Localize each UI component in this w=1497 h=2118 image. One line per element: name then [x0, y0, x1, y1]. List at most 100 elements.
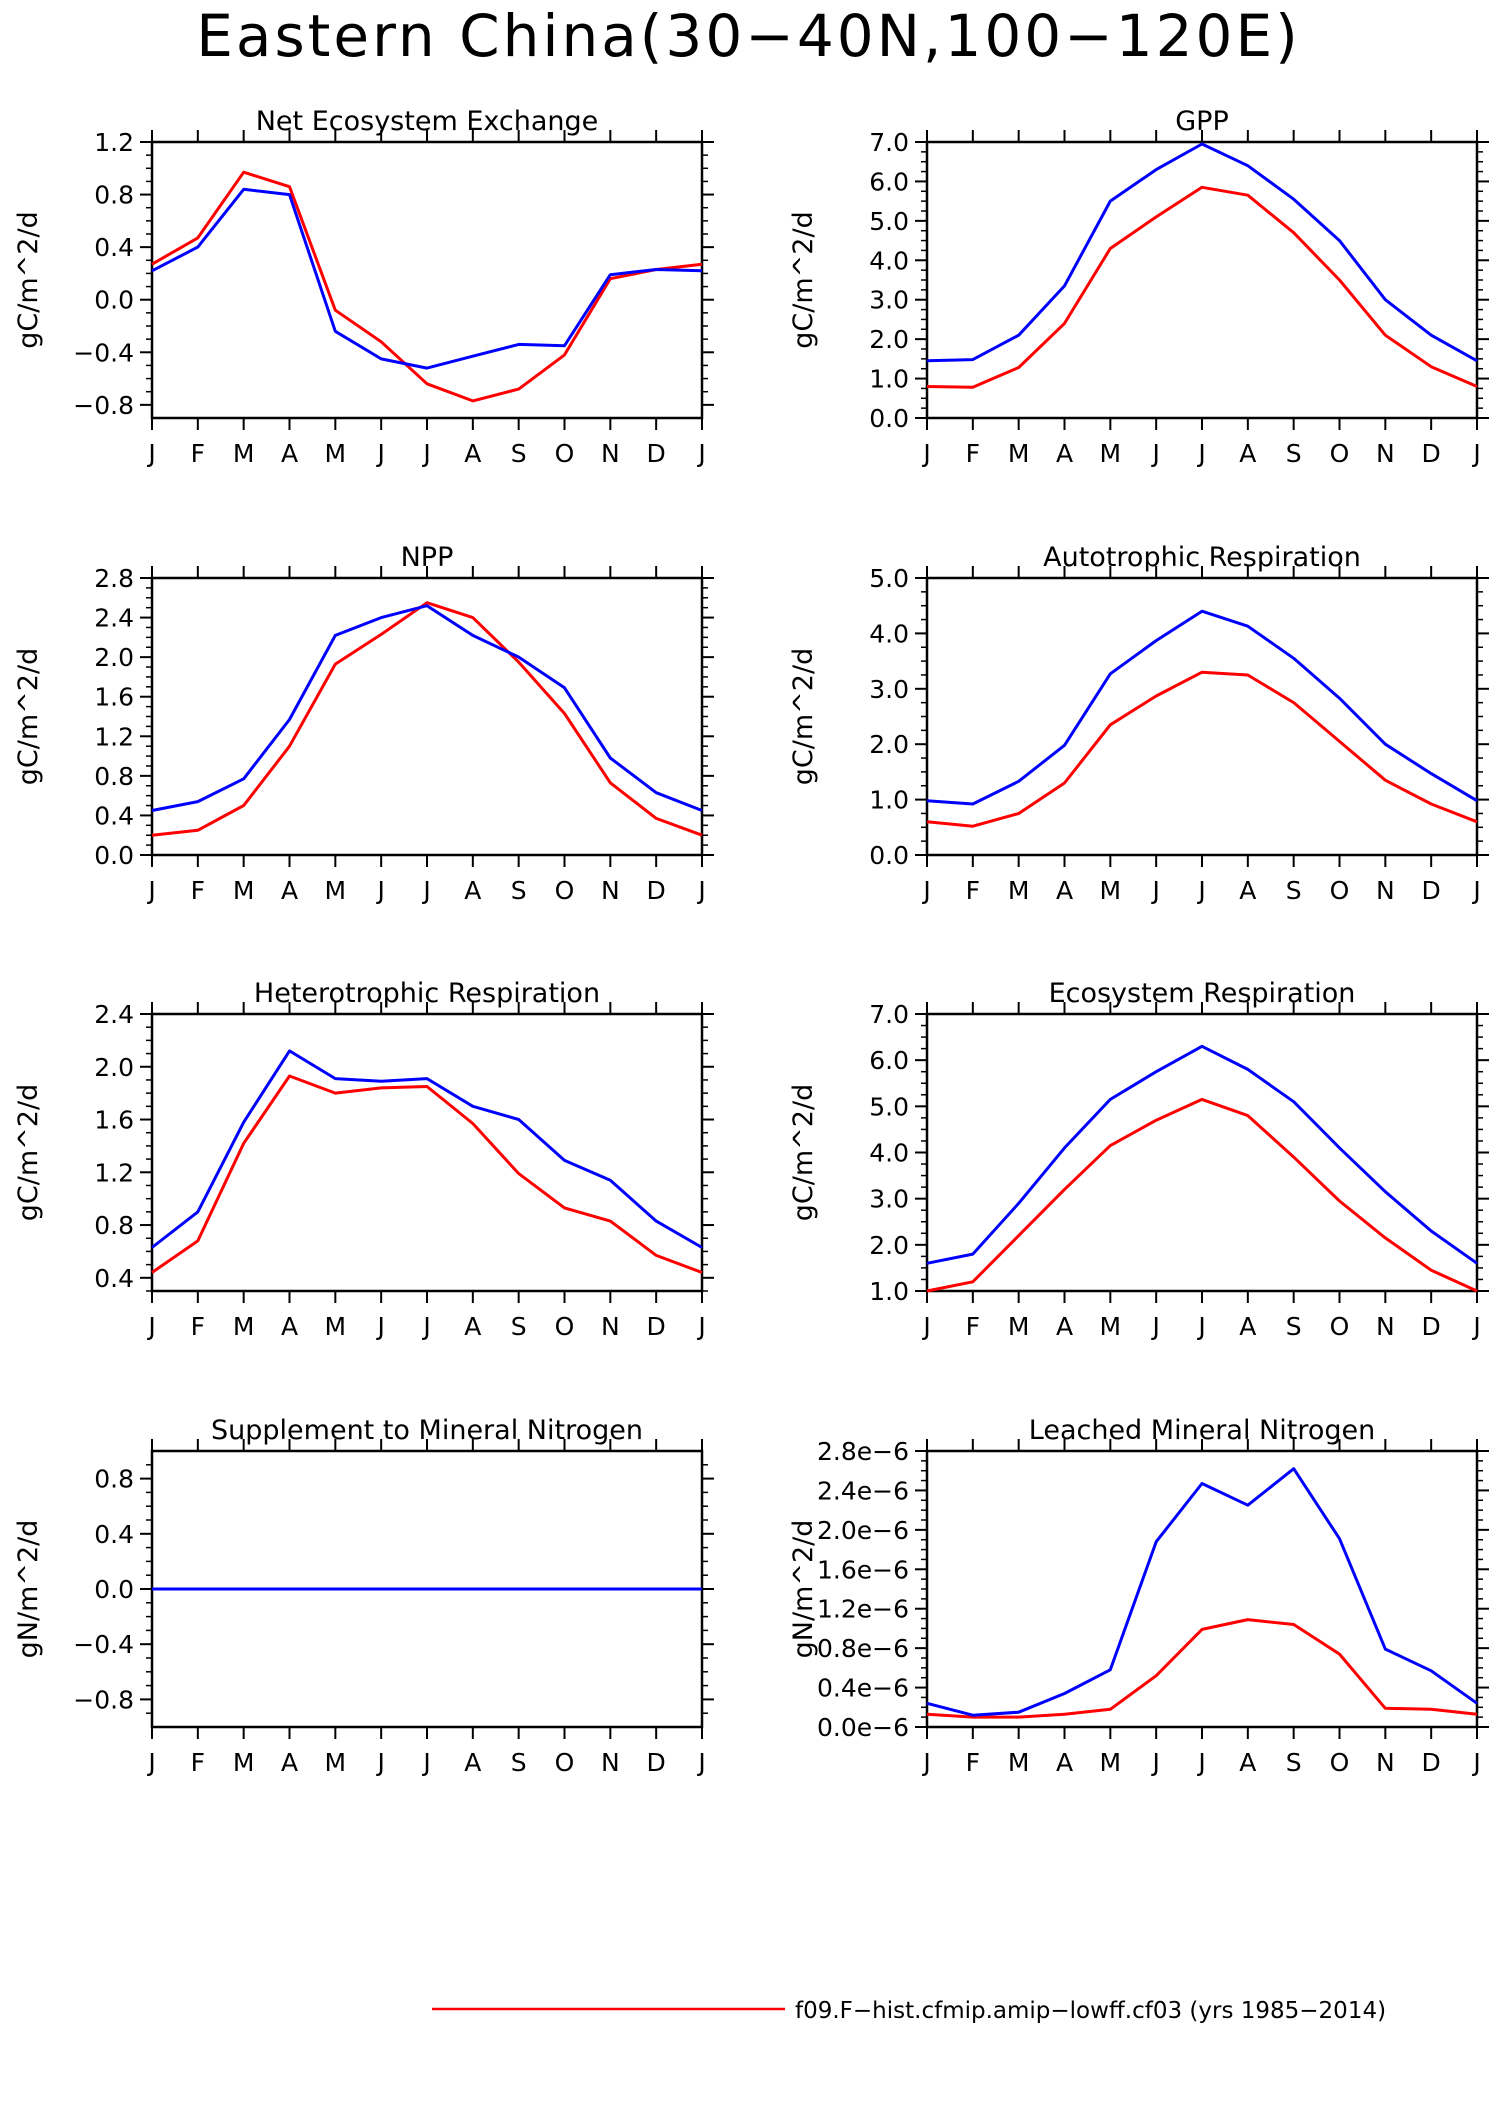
y-tick-label: 1.2e−6	[817, 1595, 909, 1624]
x-tick-label: A	[1056, 1748, 1073, 1777]
y-tick-label: 0.4	[94, 1264, 134, 1293]
y-tick-label: 3.0	[869, 286, 909, 315]
y-tick-label: 1.2	[94, 1158, 134, 1187]
x-tick-label: O	[1330, 1312, 1350, 1341]
plot-frame	[925, 1012, 1479, 1293]
x-tick-label: A	[1056, 1312, 1073, 1341]
panel-7: Supplement to Mineral Nitrogen−0.8−0.40.…	[13, 1415, 714, 1777]
x-tick-label: M	[1100, 439, 1122, 468]
x-tick-label: A	[281, 439, 298, 468]
series-line-1	[926, 185, 1478, 389]
x-tick-label: J	[1150, 439, 1159, 468]
series-line-2	[926, 609, 1478, 806]
x-tick-label: J	[1471, 1312, 1480, 1341]
x-tick-label: A	[1239, 1748, 1256, 1777]
x-tick-label: S	[1286, 876, 1302, 905]
x-tick-label: J	[421, 439, 430, 468]
y-tick-label: 2.8	[94, 564, 134, 593]
y-axis-label: gN/m^2/d	[13, 1520, 44, 1659]
x-tick-label: A	[464, 1312, 481, 1341]
x-tick-label: N	[1376, 1748, 1395, 1777]
x-tick-label: F	[966, 439, 980, 468]
x-tick-label: M	[1008, 1312, 1030, 1341]
y-tick-label: 2.4e−6	[817, 1476, 909, 1505]
panel-8: Leached Mineral Nitrogen0.0e−60.4e−60.8e…	[788, 1415, 1489, 1777]
y-tick-label: 0.8	[94, 1465, 134, 1494]
y-tick-label: 7.0	[869, 1000, 909, 1029]
x-tick-label: J	[1196, 876, 1205, 905]
y-tick-label: 5.0	[869, 207, 909, 236]
y-tick-label: −0.8	[73, 391, 134, 420]
x-tick-label: J	[146, 1748, 155, 1777]
y-tick-label: 2.4	[94, 604, 134, 633]
x-tick-label: A	[281, 1748, 298, 1777]
page-title: Eastern China(30−40N,100−120E)	[196, 2, 1301, 70]
x-tick-label: F	[191, 439, 205, 468]
x-tick-label: A	[464, 439, 481, 468]
y-axis-label: gC/m^2/d	[788, 211, 819, 348]
series-line-2	[151, 1049, 703, 1249]
x-tick-label: J	[921, 1312, 930, 1341]
series-line-2	[151, 187, 703, 370]
x-tick-label: J	[696, 439, 705, 468]
x-tick-label: J	[696, 876, 705, 905]
y-axis-label: gN/m^2/d	[788, 1520, 819, 1659]
x-tick-label: J	[146, 876, 155, 905]
y-tick-label: 3.0	[869, 675, 909, 704]
x-tick-label: F	[966, 876, 980, 905]
x-tick-label: A	[1056, 439, 1073, 468]
series-line-1	[151, 601, 703, 837]
series-line-2	[926, 1467, 1478, 1717]
x-tick-label: O	[555, 439, 575, 468]
x-tick-label: J	[421, 1312, 430, 1341]
x-tick-label: A	[464, 1748, 481, 1777]
x-tick-label: M	[1008, 439, 1030, 468]
y-tick-label: 1.2	[94, 128, 134, 157]
x-tick-label: A	[1239, 1312, 1256, 1341]
y-tick-label: 0.0	[94, 286, 134, 315]
y-tick-label: 1.6	[94, 683, 134, 712]
x-tick-label: D	[647, 1312, 666, 1341]
x-tick-label: D	[1422, 1748, 1441, 1777]
x-tick-label: A	[1239, 876, 1256, 905]
x-tick-label: S	[1286, 439, 1302, 468]
x-tick-label: J	[1471, 876, 1480, 905]
x-tick-label: J	[1196, 1748, 1205, 1777]
plot-frame	[925, 140, 1479, 420]
x-tick-label: A	[1056, 876, 1073, 905]
y-axis-label: gC/m^2/d	[13, 1084, 44, 1221]
y-tick-label: 3.0	[869, 1185, 909, 1214]
x-tick-label: J	[421, 1748, 430, 1777]
panel-6: Ecosystem Respiration1.02.03.04.05.06.07…	[788, 978, 1489, 1341]
y-axis-label: gC/m^2/d	[13, 648, 44, 785]
y-tick-label: 5.0	[869, 564, 909, 593]
x-tick-label: J	[696, 1312, 705, 1341]
x-tick-label: J	[375, 1748, 384, 1777]
x-tick-label: D	[647, 876, 666, 905]
x-tick-label: J	[1150, 876, 1159, 905]
y-tick-label: 2.0	[869, 325, 909, 354]
x-tick-label: O	[1330, 439, 1350, 468]
y-tick-label: 2.0	[869, 1231, 909, 1260]
x-tick-label: O	[555, 876, 575, 905]
y-tick-label: −0.8	[73, 1685, 134, 1714]
x-tick-label: N	[1376, 876, 1395, 905]
x-tick-label: J	[921, 439, 930, 468]
y-axis-label: gC/m^2/d	[788, 1084, 819, 1221]
x-tick-label: D	[1422, 439, 1441, 468]
y-tick-label: 2.0e−6	[817, 1516, 909, 1545]
x-tick-label: M	[233, 1748, 255, 1777]
y-tick-label: 0.0	[94, 841, 134, 870]
y-tick-label: 4.0	[869, 246, 909, 275]
x-tick-label: S	[1286, 1748, 1302, 1777]
x-tick-label: J	[1471, 1748, 1480, 1777]
panel-5: Heterotrophic Respiration0.40.81.21.62.0…	[13, 978, 714, 1341]
panel-4: Autotrophic Respiration0.01.02.03.04.05.…	[788, 542, 1489, 905]
x-tick-label: M	[1100, 876, 1122, 905]
series-line-1	[151, 1074, 703, 1274]
y-tick-label: 0.4	[94, 801, 134, 830]
y-tick-label: 2.0	[94, 643, 134, 672]
